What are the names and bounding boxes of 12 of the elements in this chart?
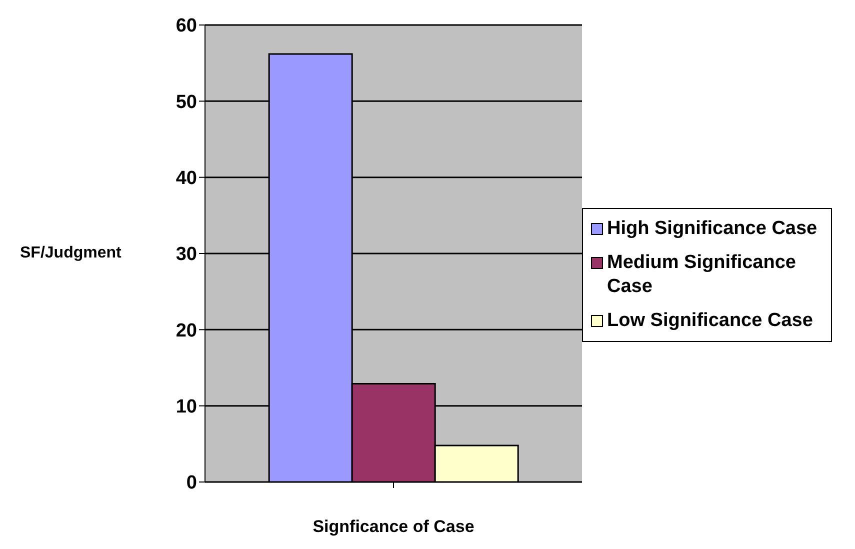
legend-label: High Significance Case bbox=[607, 216, 818, 240]
y-tick-label: 60 bbox=[176, 16, 197, 37]
y-tick-label: 50 bbox=[176, 92, 197, 113]
y-tick-label: 10 bbox=[176, 396, 197, 418]
legend-label: Low Significance Case bbox=[607, 308, 813, 332]
y-axis-title: SF/Judgment bbox=[20, 244, 122, 262]
y-tick-label: 30 bbox=[176, 244, 197, 266]
x-axis-title: Signficance of Case bbox=[312, 517, 474, 536]
y-tick-label: 0 bbox=[186, 472, 197, 494]
y-tick-label: 20 bbox=[176, 320, 197, 342]
legend-label: Medium Significance Case bbox=[607, 250, 797, 298]
y-tick-label: 40 bbox=[176, 168, 197, 190]
